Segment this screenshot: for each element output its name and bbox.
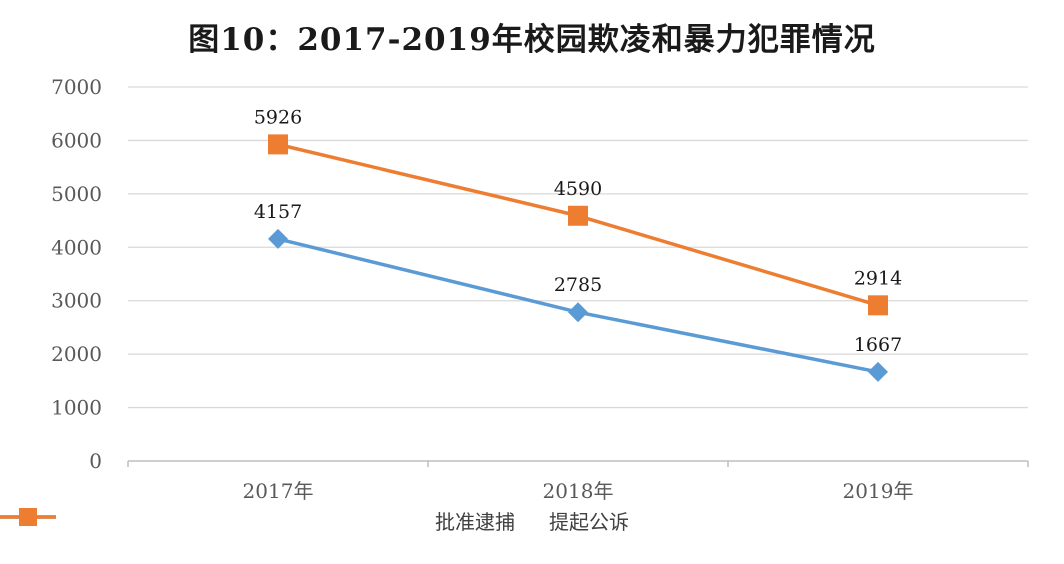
legend-square-marker-icon bbox=[0, 508, 56, 526]
y-tick-label: 7000 bbox=[51, 75, 102, 99]
data-point-diamond bbox=[268, 228, 288, 249]
data-point-diamond bbox=[868, 361, 888, 382]
legend-label: 提起公诉 bbox=[549, 510, 629, 534]
data-label: 4590 bbox=[554, 178, 602, 200]
data-point-square bbox=[868, 295, 888, 316]
data-label: 2785 bbox=[554, 274, 602, 296]
data-label: 2914 bbox=[854, 267, 902, 289]
data-label: 4157 bbox=[254, 201, 302, 223]
y-tick-label: 0 bbox=[89, 449, 102, 473]
legend-item: 批准逮捕 bbox=[0, 506, 515, 535]
legend-label: 批准逮捕 bbox=[435, 510, 515, 534]
data-point-square bbox=[268, 134, 288, 155]
chart-legend: 批准逮捕 提起公诉 bbox=[0, 506, 1064, 535]
x-tick-label: 2018年 bbox=[543, 479, 614, 503]
y-tick-label: 1000 bbox=[51, 396, 102, 420]
x-tick-label: 2019年 bbox=[843, 479, 914, 503]
y-tick-label: 3000 bbox=[51, 289, 102, 313]
y-tick-label: 2000 bbox=[51, 342, 102, 366]
y-tick-label: 4000 bbox=[51, 235, 102, 259]
legend-item: 提起公诉 bbox=[0, 506, 629, 535]
data-label: 1667 bbox=[854, 334, 902, 356]
y-tick-label: 5000 bbox=[51, 182, 102, 206]
x-tick-label: 2017年 bbox=[243, 479, 314, 503]
data-label: 5926 bbox=[254, 106, 302, 128]
data-point-diamond bbox=[568, 302, 588, 323]
y-tick-label: 6000 bbox=[51, 128, 102, 152]
chart-title: 图10：2017-2019年校园欺凌和暴力犯罪情况 bbox=[188, 22, 876, 58]
data-point-square bbox=[568, 205, 588, 226]
